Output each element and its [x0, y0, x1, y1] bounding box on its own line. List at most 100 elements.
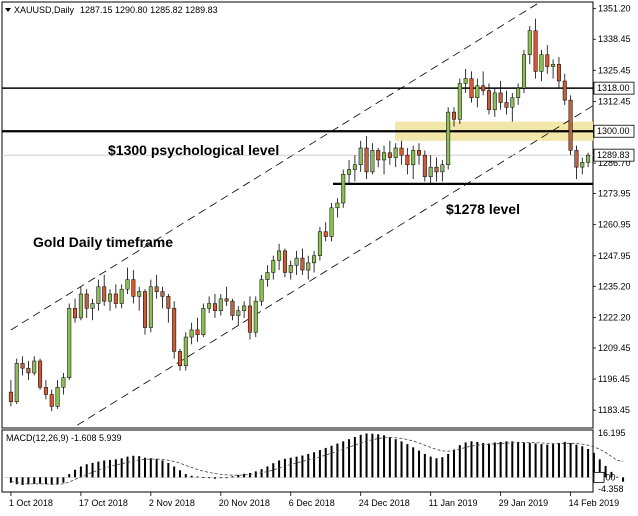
macd-bar: [464, 442, 467, 478]
macd-bar: [144, 457, 147, 478]
candle: [352, 155, 357, 182]
macd-bar: [371, 433, 374, 478]
macd-bar: [132, 455, 135, 478]
candle: [108, 289, 113, 311]
candle: [568, 95, 573, 156]
macd-bar: [383, 435, 386, 478]
candle-body: [154, 286, 159, 292]
candle-body: [469, 78, 474, 98]
candle-body: [137, 291, 142, 297]
price-tag-1300-box: [593, 124, 635, 138]
timeframe-annotation: Gold Daily timeframe: [33, 234, 173, 250]
candle-body: [236, 310, 241, 316]
channel-line-lower: [71, 105, 593, 428]
y-tick-label: 1260.95: [598, 220, 631, 230]
candle: [556, 57, 561, 89]
macd-bar: [604, 465, 607, 478]
macd-bar: [56, 477, 59, 484]
candle-body: [417, 150, 422, 156]
candle: [230, 298, 235, 321]
candle: [434, 157, 439, 182]
macd-bar: [219, 477, 222, 479]
candle: [364, 136, 369, 180]
candle-body: [498, 92, 503, 103]
candle: [440, 159, 445, 182]
candle-body: [382, 152, 387, 161]
macd-bar: [540, 444, 543, 478]
macd-bar: [517, 441, 520, 478]
candle-body: [347, 169, 352, 175]
macd-bar: [50, 477, 53, 485]
candle-body: [574, 150, 579, 168]
candle-body: [545, 54, 550, 67]
candle-body: [277, 250, 282, 261]
macd-bar: [534, 443, 537, 478]
candle: [84, 289, 89, 318]
candle-body: [486, 90, 491, 110]
candle-body: [201, 308, 206, 335]
macd-bar: [581, 446, 584, 478]
candle-body: [329, 207, 334, 237]
macd-bar: [91, 462, 94, 478]
candle: [113, 284, 118, 309]
candle: [417, 143, 422, 165]
candle: [102, 274, 107, 306]
candle: [545, 45, 550, 74]
candle-body: [551, 63, 556, 67]
x-tick-label: 14 Feb 2019: [569, 498, 620, 508]
candle-body: [125, 279, 130, 290]
candle: [533, 18, 538, 79]
candle-body: [568, 99, 573, 151]
macd-bar: [429, 456, 432, 478]
macd-bar: [126, 456, 129, 478]
candle-body: [113, 293, 118, 304]
macd-bar: [173, 466, 176, 478]
candle-body: [20, 363, 25, 369]
candle-body: [422, 154, 427, 177]
candle: [347, 159, 352, 184]
candle: [32, 356, 37, 376]
candle: [201, 303, 206, 338]
candle: [323, 222, 328, 242]
candle-body: [440, 164, 445, 173]
macd-bar: [243, 473, 246, 478]
candle-body: [352, 164, 357, 170]
candle: [73, 298, 78, 323]
collapse-triangle-icon[interactable]: [5, 8, 11, 12]
macd-bar: [97, 461, 100, 478]
macd-bar: [254, 471, 257, 478]
candle-body: [271, 260, 276, 273]
macd-bar: [27, 477, 30, 485]
candle: [288, 260, 293, 280]
macd-bar: [68, 474, 71, 478]
candle-body: [434, 166, 439, 173]
candle: [177, 349, 182, 371]
candle: [282, 248, 287, 278]
candle: [148, 279, 153, 333]
candle: [253, 296, 258, 338]
macd-y-tick-label: 16.195: [598, 428, 626, 438]
candle-body: [288, 265, 293, 273]
y-tick-label: 1312.45: [598, 96, 631, 106]
candle: [574, 145, 579, 180]
macd-bar: [610, 471, 613, 478]
candle-body: [586, 154, 591, 163]
candle: [527, 25, 532, 65]
candle-body: [405, 154, 410, 165]
candle-body: [160, 291, 165, 297]
level-1300-annotation: $1300 psychological level: [108, 142, 279, 158]
macd-bar: [266, 466, 269, 478]
macd-bar: [458, 445, 461, 478]
candle: [335, 198, 340, 218]
macd-bar: [330, 445, 333, 478]
candle: [539, 49, 544, 81]
macd-bar: [74, 469, 77, 478]
macd-bar: [184, 474, 187, 478]
macd-bar: [575, 444, 578, 478]
price-tag-1318-label: 1318.00: [597, 83, 630, 93]
macd-bar: [225, 477, 228, 479]
candle: [422, 150, 427, 182]
candle-body: [119, 288, 124, 304]
